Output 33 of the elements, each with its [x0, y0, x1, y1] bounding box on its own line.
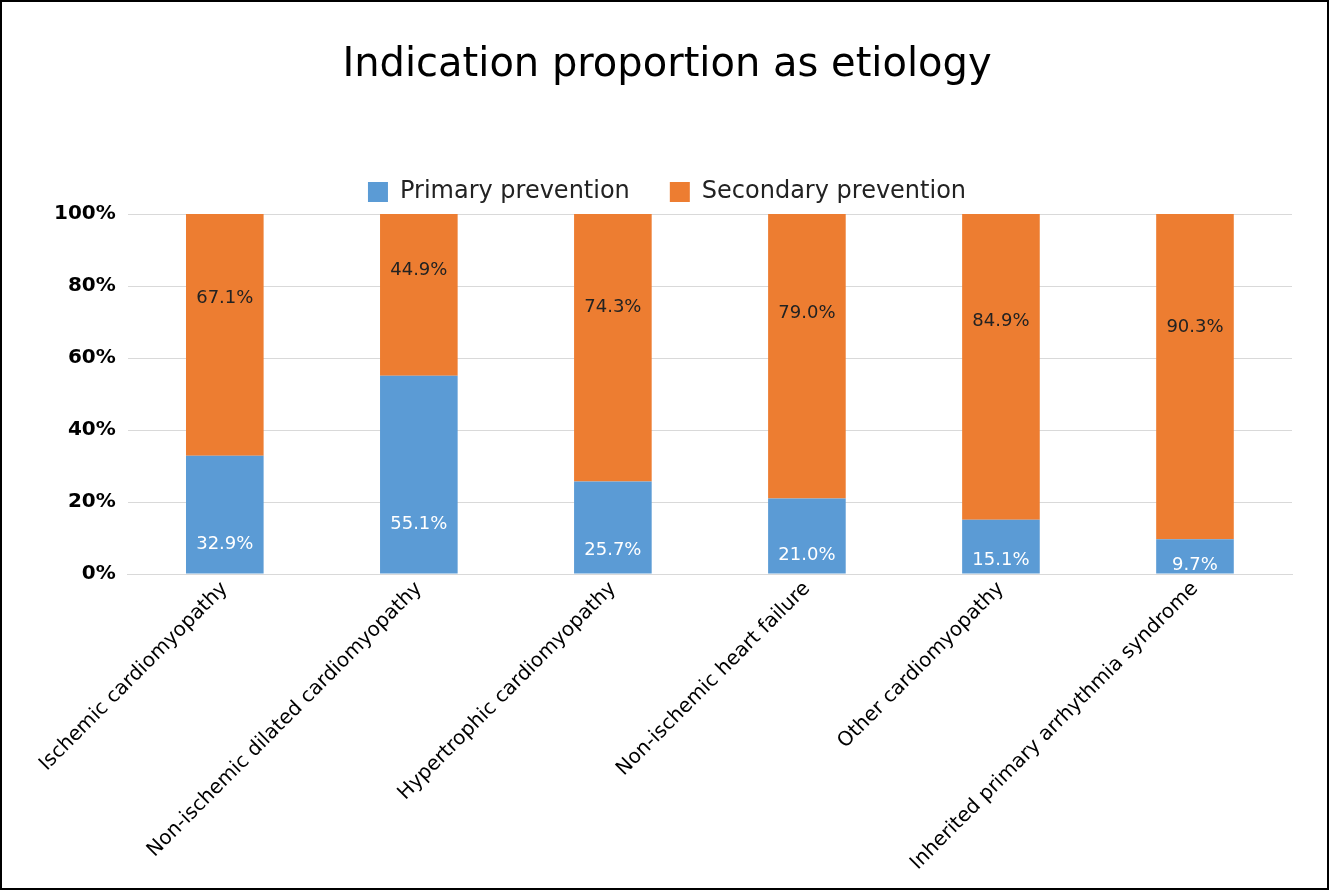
bar: [380, 214, 458, 376]
data-label: 32.9%: [196, 531, 254, 553]
bar: [186, 214, 264, 456]
data-label: 55.1%: [390, 511, 448, 533]
data-label: 90.3%: [1166, 315, 1224, 337]
y-tick-label: 20%: [67, 488, 116, 513]
bar: [768, 498, 846, 574]
data-label: 9.7%: [1172, 552, 1218, 574]
chart-title: Indication proportion as etiology: [342, 39, 992, 86]
bar: [962, 214, 1040, 520]
data-label: 79.0%: [778, 301, 836, 323]
data-label: 21.0%: [778, 542, 836, 564]
data-label: 44.9%: [390, 258, 448, 280]
legend-label: Primary prevention: [399, 176, 630, 205]
y-tick-label: 100%: [53, 200, 116, 225]
bar: [1156, 214, 1234, 540]
data-label: 15.1%: [972, 547, 1030, 569]
bar: [962, 519, 1040, 574]
bar: [1156, 539, 1234, 574]
y-tick-label: 80%: [67, 272, 116, 297]
bar: [380, 375, 458, 574]
data-label: 25.7%: [584, 538, 642, 560]
bar: [574, 481, 652, 574]
bar: [768, 214, 846, 499]
data-label: 84.9%: [972, 308, 1030, 330]
legend-label: Secondary prevention: [701, 176, 967, 205]
y-tick-label: 0%: [81, 560, 116, 585]
data-label: 67.1%: [196, 286, 254, 308]
y-tick-label: 60%: [67, 344, 116, 369]
data-label: 74.3%: [584, 295, 642, 317]
bar: [574, 214, 652, 482]
bar: [186, 455, 264, 574]
y-tick-label: 40%: [67, 416, 116, 441]
